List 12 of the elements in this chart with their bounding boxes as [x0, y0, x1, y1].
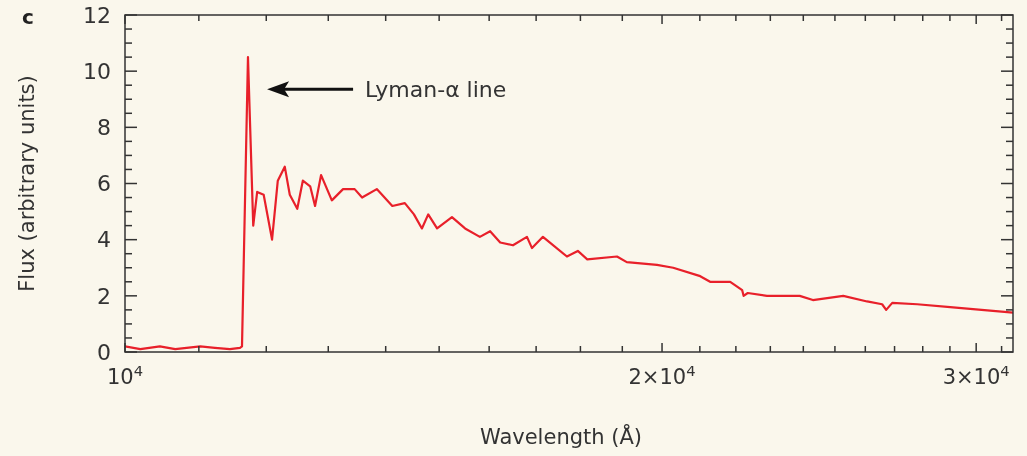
y-axis-title: Flux (arbitrary units) [15, 75, 39, 292]
y-tick-label: 8 [97, 115, 111, 141]
y-tick-label: 6 [97, 171, 111, 197]
x-tick-label: 2×10$^{4}$ [628, 361, 696, 389]
x-tick-label: 3×10$^{4}$ [942, 361, 1010, 389]
y-tick-label: 12 [83, 2, 111, 28]
y-tick-label: 10 [83, 58, 111, 84]
chart-title: c [22, 5, 34, 29]
y-tick-label: 2 [97, 283, 111, 309]
x-axis-title: Wavelength (Å) [479, 423, 643, 449]
annotation: Lyman-α line [365, 76, 507, 102]
y-tick-label: 4 [97, 227, 111, 253]
